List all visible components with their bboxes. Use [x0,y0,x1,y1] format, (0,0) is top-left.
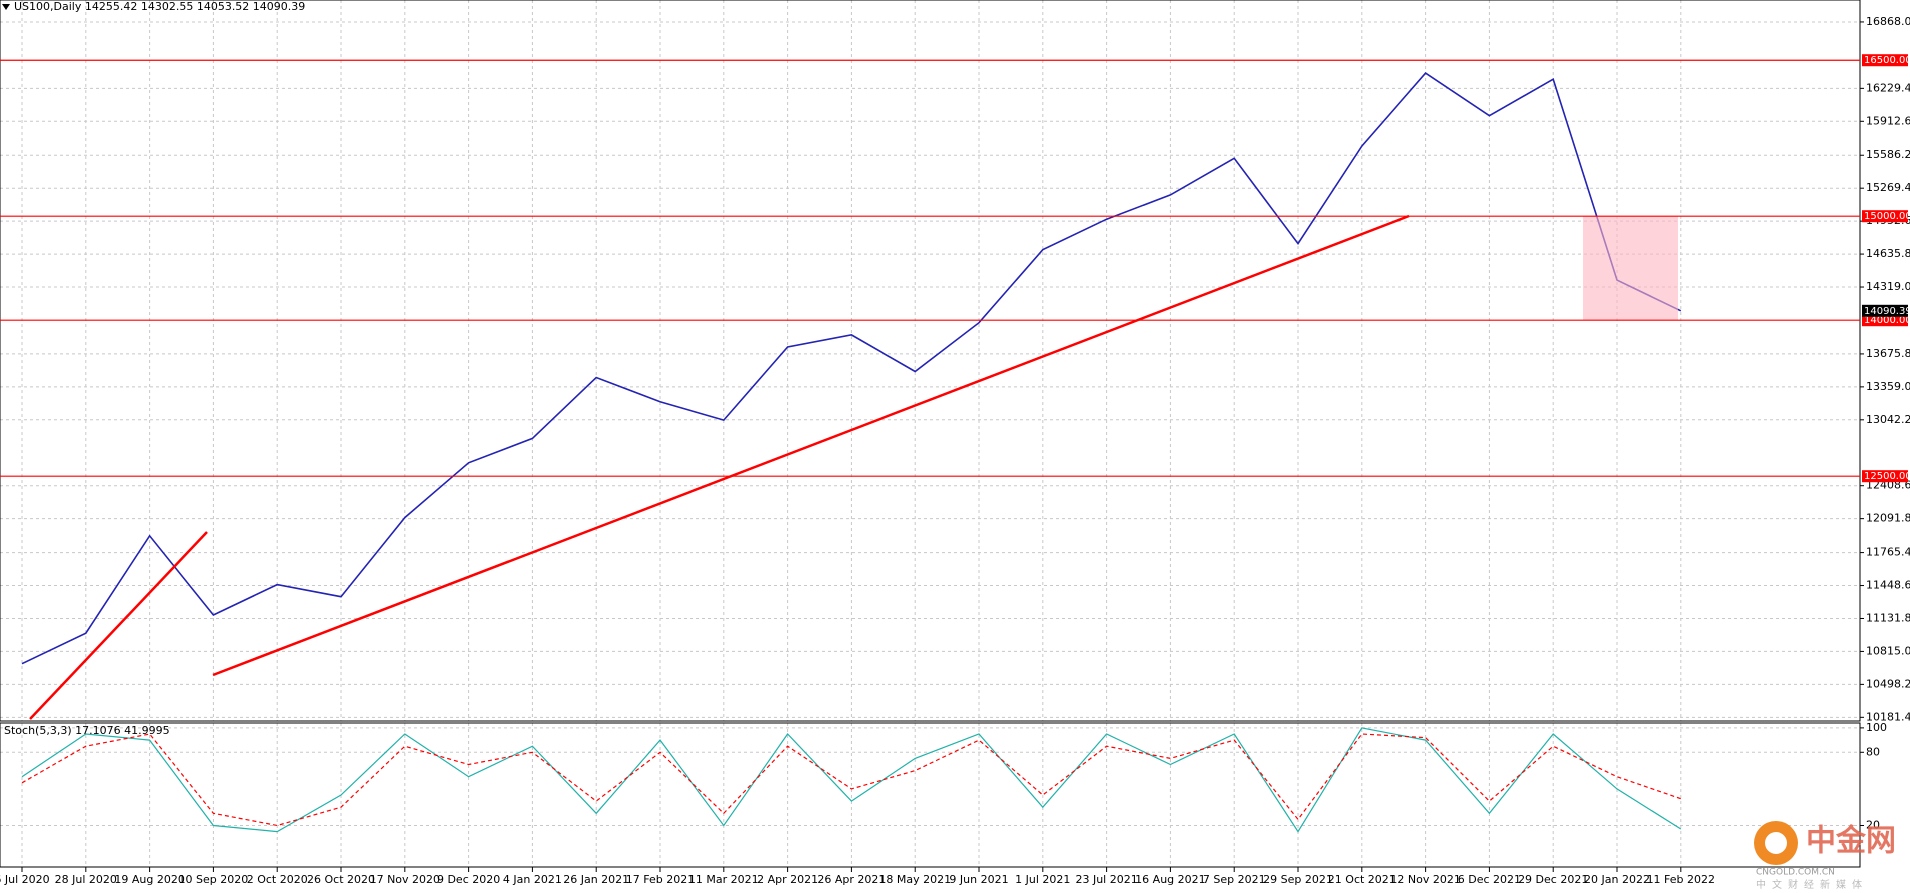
y-tick-label: 100 [1866,721,1887,734]
price-tag [1862,304,1908,317]
x-tick-label: 6 Dec 2021 [1458,873,1521,886]
x-tick-label: 20 Jan 2022 [1584,873,1650,886]
y-tick-label: 15586.20 [1866,148,1910,161]
price-line [21,72,1682,665]
x-tick-label: 7 Sep 2021 [1203,873,1266,886]
y-tick-label: 11765.40 [1866,546,1910,559]
y-tick-label: 13675.80 [1866,347,1910,360]
x-tick-label: 16 Aug 2021 [1135,873,1205,886]
x-tick-label: 28 Jul 2020 [55,873,117,886]
symbol-header: US100,Daily 14255.42 14302.55 14053.52 1… [14,0,305,13]
level-tag [1862,210,1908,223]
x-tick-label: 2 Oct 2020 [247,873,308,886]
x-tick-label: 26 Oct 2020 [307,873,375,886]
y-tick-label: 80 [1866,745,1880,758]
level-label: 15000.00 [1864,211,1910,222]
x-tick-label: 11 Mar 2021 [689,873,759,886]
watermark-slogan: 中文财经新媒体 [1756,878,1868,891]
y-tick-label: 14319.00 [1866,280,1910,293]
highlight-zone [1583,216,1678,320]
y-tick-label: 13042.20 [1866,413,1910,426]
y-tick-label: 13359.00 [1866,380,1910,393]
level-tag [1862,470,1908,483]
x-tick-label: 9 Jun 2021 [949,873,1008,886]
indicator-title: Stoch(5,3,3) 17.1076 41.9995 [4,724,170,737]
y-tick-label: 20 [1866,819,1880,832]
x-tick-label: 12 Nov 2021 [1390,873,1460,886]
y-tick-label: 11448.60 [1866,579,1910,592]
y-tick-label: 16868.00 [1866,15,1910,28]
x-tick-label: 4 Jan 2021 [503,873,562,886]
y-tick-label: 10181.40 [1866,710,1910,723]
watermark-site: CNGOLD.COM.CN [1756,868,1835,878]
x-tick-label: 11 Feb 2022 [1647,873,1715,886]
x-tick-label: 26 Jan 2021 [563,873,629,886]
y-tick-label: 15269.40 [1866,181,1910,194]
trend-line [29,531,208,720]
stoch-frame [0,722,1861,868]
trend-line [212,214,1410,677]
x-tick-label: 21 Oct 2021 [1328,873,1396,886]
price-line [21,727,1682,833]
x-tick-label: 6 Jul 2020 [0,873,50,886]
x-tick-label: 23 Jul 2021 [1075,873,1137,886]
level-tag [1862,314,1908,327]
x-tick-label: 2 Apr 2021 [757,873,818,886]
x-tick-label: 29 Dec 2021 [1518,873,1588,886]
level-label: 12500.00 [1864,471,1910,482]
x-tick-label: 10 Sep 2020 [179,873,249,886]
x-tick-label: 9 Dec 2020 [437,873,500,886]
price-label: 14090.39 [1864,306,1910,317]
y-tick-label: 10498.20 [1866,677,1910,690]
main-frame [0,0,1861,722]
x-tick-label: 1 Jul 2021 [1015,873,1070,886]
x-tick-label: 26 Apr 2021 [817,873,885,886]
y-tick-label: 10815.00 [1866,644,1910,657]
y-tick-label: 12091.80 [1866,512,1910,525]
x-tick-label: 18 May 2021 [879,873,951,886]
y-tick-label: 16229.40 [1866,81,1910,94]
level-label: 16500.00 [1864,55,1910,66]
logo-inner [1765,832,1787,854]
y-tick-label: 11131.80 [1866,611,1910,624]
x-tick-label: 17 Feb 2021 [626,873,694,886]
watermark-brand: 中金网 [1806,824,1896,859]
level-tag [1862,54,1908,67]
x-tick-label: 29 Sep 2021 [1263,873,1333,886]
x-tick-label: 19 Aug 2020 [114,873,184,886]
y-tick-label: 14635.80 [1866,247,1910,260]
y-tick-label: 15912.60 [1866,114,1910,127]
level-label: 14000.00 [1864,315,1910,326]
x-tick-label: 17 Nov 2020 [370,873,440,886]
price-line [21,733,1681,827]
collapse-icon [2,4,10,10]
